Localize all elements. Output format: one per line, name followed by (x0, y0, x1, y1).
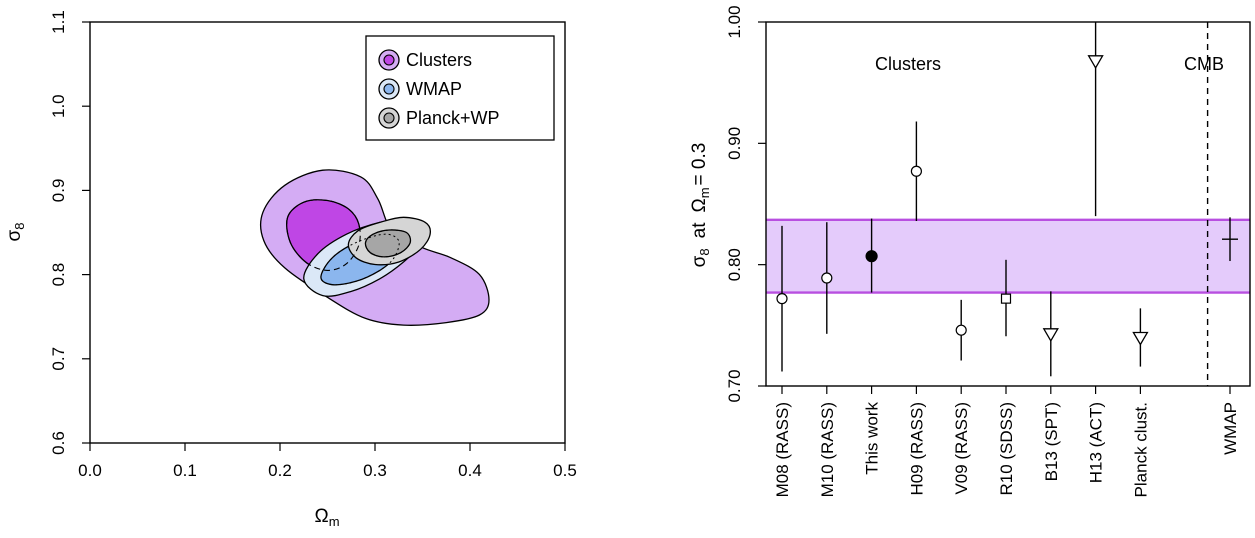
legend-item-wmap: WMAP (378, 78, 462, 100)
y-axis-title-right: σ8 at Ωm= 0.3 (689, 143, 712, 268)
y-tick-label: 0.8 (49, 263, 68, 287)
marker-open-circle (955, 324, 967, 336)
x-tick-label: 0.4 (458, 461, 482, 480)
y-axis-title: σ8 (4, 223, 27, 242)
marker-filled-circle (865, 250, 878, 263)
marker-open-square (1000, 293, 1012, 304)
category-label: H13 (ACT) (1087, 402, 1106, 483)
y-tick-label: 0.80 (725, 248, 744, 281)
y-axis-title-main: σ (4, 229, 25, 241)
legend-swatch-clusters-inner (383, 54, 395, 66)
contour-layer (260, 169, 490, 326)
x-axis: 0.0 0.1 0.2 0.3 0.4 0.5 (78, 443, 577, 480)
section-label-cmb: CMB (1184, 54, 1224, 74)
x-axis-title-main: Ω (314, 506, 328, 527)
contour-clusters-inner-dashed (286, 199, 361, 271)
y-tick-label: 0.7 (49, 347, 68, 371)
category-label: WMAP (1221, 402, 1240, 455)
category-label: B13 (SPT) (1042, 402, 1061, 481)
marker-open-circle (776, 293, 788, 305)
y-axis-right: 0.70 0.80 0.90 1.00 (725, 5, 766, 403)
contour-dashed-overlay (286, 199, 411, 286)
y-tick-label: 0.70 (725, 369, 744, 402)
data-point (1132, 308, 1149, 367)
y-tick-label: 1.00 (725, 5, 744, 38)
legend-label-planck-wp: Planck+WP (406, 108, 500, 128)
contour-wmap-inner-dotted (320, 233, 400, 286)
plot-frame-right (765, 21, 1251, 387)
marker-open-triangle (1042, 328, 1059, 343)
category-label: R10 (SDSS) (997, 402, 1016, 496)
legend-swatch-wmap-inner (383, 83, 395, 95)
y-title-at: at (689, 222, 710, 239)
marker-open-circle (821, 272, 833, 284)
x-tick-label: 0.0 (78, 461, 102, 480)
reference-band (766, 218, 1250, 294)
x-tick-label: 0.1 (173, 461, 197, 480)
data-point (1042, 291, 1059, 377)
x-tick-label: 0.3 (363, 461, 387, 480)
y-title-omega: Ω (689, 198, 710, 212)
data-point (776, 225, 788, 372)
plot-frame (89, 21, 566, 444)
data-point (910, 121, 923, 221)
x-axis-title: Ωm (314, 506, 339, 529)
data-point (865, 218, 878, 293)
category-label: V09 (RASS) (952, 402, 971, 495)
data-point (821, 222, 833, 334)
y-tick-label: 1.1 (49, 10, 68, 34)
y-tick-label: 0.90 (725, 127, 744, 160)
category-label: This work (863, 402, 882, 475)
data-point (1087, 22, 1104, 217)
legend-item-planck-wp: Planck+WP (378, 107, 500, 129)
y-tick-label: 0.9 (49, 179, 68, 203)
x-tick-label: 0.5 (553, 461, 577, 480)
legend-label-wmap: WMAP (406, 79, 462, 99)
category-label: M10 (RASS) (818, 402, 837, 497)
marker-open-triangle (1087, 55, 1104, 70)
contour-planck-inner-dotted (364, 229, 411, 258)
x-tick-label: 0.2 (268, 461, 292, 480)
y-tick-label: 1.0 (49, 94, 68, 118)
error-bar-chart: 0.70 0.80 0.90 1.00 M08 (RASS) M10 (RASS) Thi… (689, 5, 1251, 497)
data-point (955, 299, 967, 361)
y-axis-title-sub: 8 (12, 223, 27, 230)
category-label: M08 (RASS) (773, 402, 792, 497)
marker-open-circle (910, 165, 923, 177)
y-title-sub-8: 8 (697, 248, 712, 255)
data-point (1222, 217, 1238, 262)
data-points (776, 22, 1238, 377)
contour-chart: 0.0 0.1 0.2 0.3 0.4 0.5 0.6 0.7 0.8 0.9 1.0 1.1 Ωm… (4, 10, 577, 529)
x-category-labels: M08 (RASS) M10 (RASS) This work H09 (RASS) V… (773, 386, 1240, 497)
data-point (1000, 259, 1012, 337)
legend: Clusters WMAP Planck+WP (365, 35, 555, 141)
legend-item-clusters: Clusters (378, 49, 472, 71)
category-label: Planck clust. (1131, 402, 1150, 497)
y-title-eq: = 0.3 (689, 143, 710, 186)
x-axis-title-sub: m (329, 514, 340, 529)
y-title-sigma: σ (689, 255, 710, 267)
y-axis: 0.6 0.7 0.8 0.9 1.0 1.1 (49, 10, 90, 455)
y-title-sub-m: m (697, 187, 712, 198)
band-fill (766, 219, 1250, 293)
marker-open-triangle (1132, 331, 1149, 346)
legend-swatch-planck-inner (383, 112, 395, 124)
section-label-clusters: Clusters (875, 54, 941, 74)
y-tick-label: 0.6 (49, 431, 68, 455)
category-label: H09 (RASS) (907, 402, 926, 496)
legend-label-clusters: Clusters (406, 50, 472, 70)
